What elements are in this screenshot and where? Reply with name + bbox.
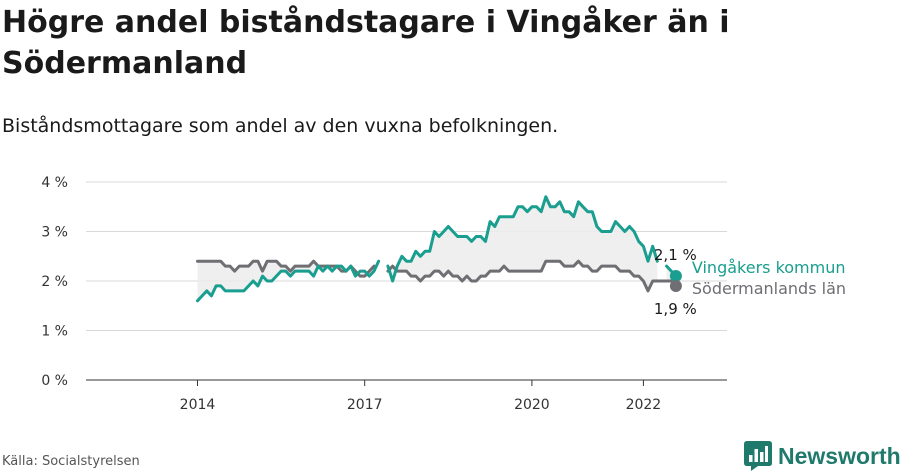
y-tick-label: 4 % <box>41 175 68 191</box>
end-point-vingaker <box>669 270 682 283</box>
y-tick-label: 3 % <box>41 225 68 241</box>
chart-title: Högre andel biståndstagare i Vingåker än… <box>2 5 730 81</box>
series-name-sodermanland: Södermanlands län <box>692 279 846 298</box>
x-tick-label: 2017 <box>347 397 383 413</box>
end-value-label-vingaker: 2,1 % <box>654 246 697 264</box>
source-note: Källa: Socialstyrelsen <box>2 454 140 469</box>
brand-logo[interactable]: Newsworthy <box>744 439 900 473</box>
brand-name: Newsworthy <box>778 442 900 469</box>
series-name-vingaker: Vingåkers kommun <box>692 258 846 277</box>
bar-chart-logo-icon <box>744 441 772 471</box>
y-tick-label: 0 % <box>41 373 68 389</box>
x-tick-label: 2014 <box>180 397 216 413</box>
chart-subtitle: Biståndsmottagare som andel av den vuxna… <box>2 115 559 137</box>
y-tick-label: 2 % <box>41 274 68 290</box>
end-value-label-sodermanland: 1,9 % <box>654 300 697 318</box>
y-tick-label: 1 % <box>41 324 68 340</box>
x-tick-label: 2022 <box>626 397 662 413</box>
end-point-sodermanland <box>669 279 682 292</box>
x-tick-label: 2020 <box>514 397 550 413</box>
